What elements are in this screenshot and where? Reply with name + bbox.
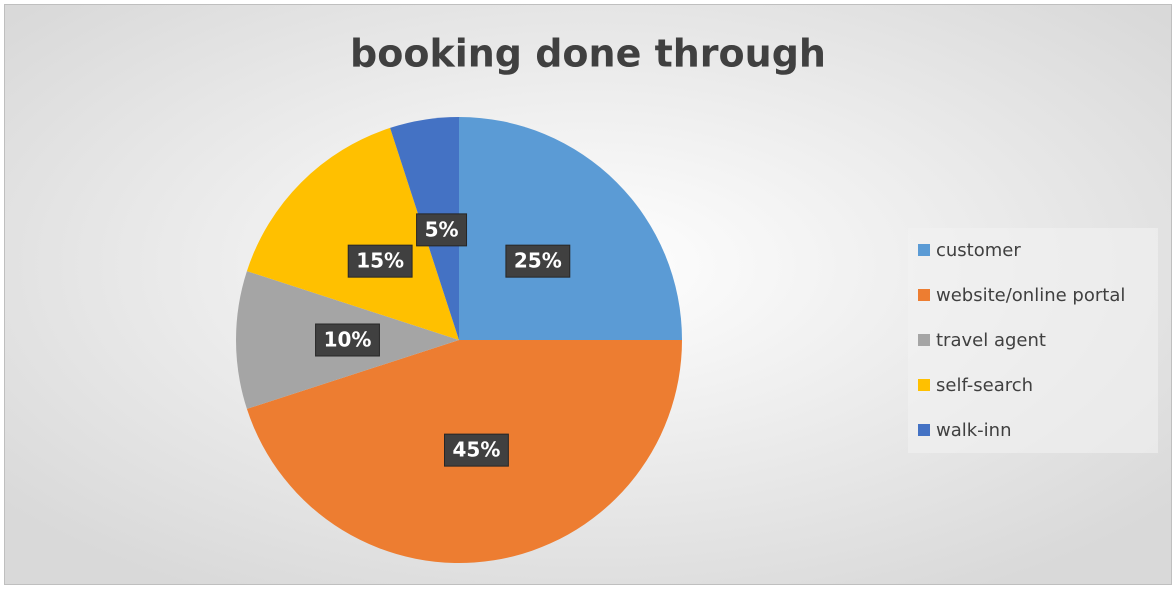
pie-slice bbox=[246, 127, 459, 340]
legend-label: customer bbox=[936, 240, 1021, 261]
legend-swatch bbox=[918, 424, 930, 436]
data-label-text: 45% bbox=[453, 438, 501, 462]
legend-label: website/online portal bbox=[936, 285, 1125, 306]
data-label-text: 15% bbox=[356, 249, 404, 273]
data-label-box bbox=[347, 244, 413, 278]
legend-label: self-search bbox=[936, 375, 1033, 396]
data-label-box bbox=[315, 323, 380, 357]
legend-swatch bbox=[918, 289, 930, 301]
data-label-text: 10% bbox=[324, 328, 372, 352]
data-label-text: 5% bbox=[425, 217, 459, 241]
legend-swatch bbox=[918, 379, 930, 391]
legend-box bbox=[908, 228, 1158, 453]
data-label: 5% bbox=[416, 213, 468, 247]
legend-swatch bbox=[918, 334, 930, 346]
legend-label: walk-inn bbox=[936, 420, 1012, 441]
legend-swatch bbox=[918, 244, 930, 256]
data-label: 45% bbox=[444, 433, 509, 467]
legend-label: travel agent bbox=[936, 330, 1046, 351]
data-label: 15% bbox=[347, 244, 413, 278]
data-label: 10% bbox=[315, 323, 380, 357]
pie-slice bbox=[459, 117, 682, 340]
data-label-text: 25% bbox=[514, 249, 562, 273]
chart-title: booking done through bbox=[350, 32, 826, 76]
data-label-box bbox=[416, 213, 468, 247]
data-label: 25% bbox=[505, 244, 571, 278]
data-label-box bbox=[444, 433, 509, 467]
data-label-box bbox=[505, 244, 571, 278]
